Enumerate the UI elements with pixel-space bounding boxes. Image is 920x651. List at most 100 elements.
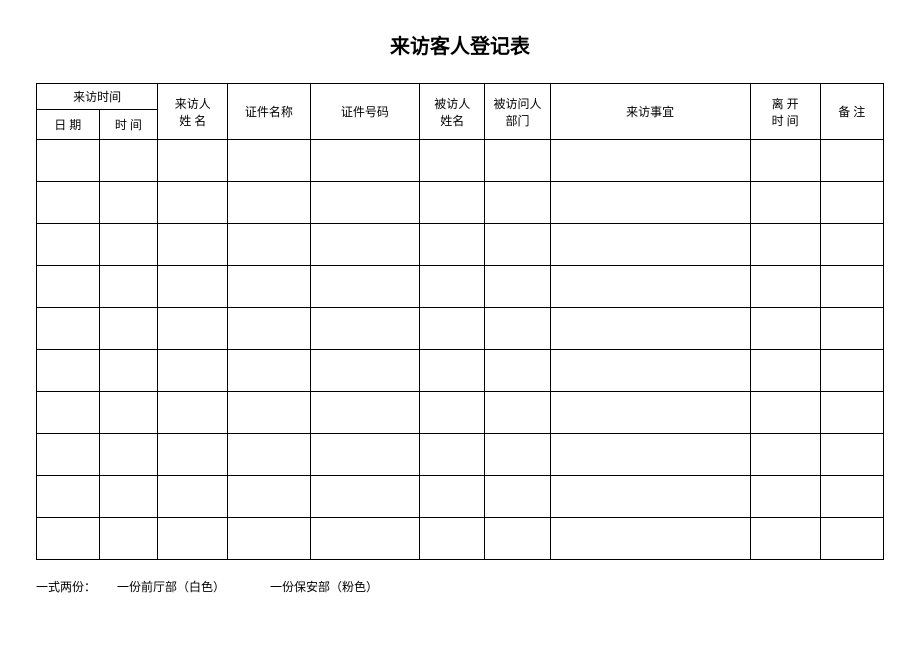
table-cell: [158, 392, 228, 434]
table-cell: [37, 266, 100, 308]
table-cell: [420, 518, 485, 560]
table-cell: [750, 182, 820, 224]
table-cell: [750, 266, 820, 308]
table-cell: [99, 434, 158, 476]
table-cell: [37, 224, 100, 266]
table-cell: [37, 476, 100, 518]
table-cell: [310, 266, 420, 308]
table-cell: [750, 350, 820, 392]
table-cell: [228, 518, 310, 560]
table-cell: [158, 518, 228, 560]
table-cell: [310, 434, 420, 476]
table-cell: [750, 476, 820, 518]
table-cell: [228, 224, 310, 266]
hdr-visited-dept: 被访问人部门: [485, 84, 550, 140]
table-cell: [99, 518, 158, 560]
table-cell: [485, 350, 550, 392]
footer-copy-a: 一份前厅部（白色）: [117, 578, 225, 595]
table-cell: [550, 140, 750, 182]
table-cell: [750, 224, 820, 266]
table-cell: [228, 434, 310, 476]
table-cell: [485, 140, 550, 182]
footer-copy-b: 一份保安部（粉色）: [270, 578, 378, 595]
table-row: [37, 224, 884, 266]
table-cell: [550, 392, 750, 434]
table-cell: [820, 518, 883, 560]
hdr-time: 时 间: [99, 110, 158, 140]
table-cell: [750, 392, 820, 434]
table-cell: [99, 140, 158, 182]
table-cell: [485, 224, 550, 266]
table-cell: [820, 476, 883, 518]
table-row: [37, 266, 884, 308]
footer-note: 一式两份： 一份前厅部（白色） 一份保安部（粉色）: [36, 578, 884, 595]
table-cell: [550, 476, 750, 518]
hdr-remark: 备 注: [820, 84, 883, 140]
table-cell: [37, 392, 100, 434]
table-row: [37, 392, 884, 434]
table-cell: [820, 266, 883, 308]
page-title: 来访客人登记表: [36, 30, 884, 59]
table-cell: [550, 266, 750, 308]
table-cell: [228, 182, 310, 224]
table-row: [37, 434, 884, 476]
table-cell: [820, 224, 883, 266]
table-cell: [485, 476, 550, 518]
table-cell: [228, 392, 310, 434]
hdr-leave-time: 离 开时 间: [750, 84, 820, 140]
table-cell: [420, 224, 485, 266]
table-cell: [485, 308, 550, 350]
table-cell: [37, 308, 100, 350]
table-cell: [99, 224, 158, 266]
hdr-id-number: 证件号码: [310, 84, 420, 140]
table-cell: [158, 224, 228, 266]
table-cell: [485, 434, 550, 476]
table-cell: [750, 140, 820, 182]
table-cell: [228, 140, 310, 182]
table-cell: [750, 308, 820, 350]
table-cell: [420, 434, 485, 476]
table-cell: [228, 350, 310, 392]
table-cell: [37, 140, 100, 182]
table-cell: [158, 140, 228, 182]
table-cell: [37, 518, 100, 560]
table-cell: [485, 392, 550, 434]
table-cell: [820, 182, 883, 224]
table-cell: [158, 266, 228, 308]
table-cell: [228, 266, 310, 308]
table-cell: [158, 308, 228, 350]
table-cell: [550, 308, 750, 350]
table-cell: [228, 308, 310, 350]
table-cell: [99, 392, 158, 434]
table-cell: [37, 350, 100, 392]
table-row: [37, 308, 884, 350]
table-cell: [37, 182, 100, 224]
table-cell: [310, 182, 420, 224]
table-cell: [37, 434, 100, 476]
visitor-register-table: 来访时间 来访人姓 名 证件名称 证件号码 被访人姓名 被访问人部门 来访事宜 …: [36, 83, 884, 560]
hdr-visited-name: 被访人姓名: [420, 84, 485, 140]
footer-label: 一式两份：: [36, 578, 96, 595]
table-body: [37, 140, 884, 560]
table-row: [37, 518, 884, 560]
table-cell: [158, 476, 228, 518]
hdr-id-name: 证件名称: [228, 84, 310, 140]
table-cell: [158, 434, 228, 476]
table-cell: [420, 350, 485, 392]
table-cell: [228, 476, 310, 518]
table-cell: [99, 182, 158, 224]
table-cell: [99, 266, 158, 308]
hdr-date: 日 期: [37, 110, 100, 140]
table-cell: [310, 476, 420, 518]
table-cell: [820, 392, 883, 434]
table-cell: [485, 182, 550, 224]
table-cell: [420, 476, 485, 518]
hdr-visit-time-group: 来访时间: [37, 84, 158, 110]
table-cell: [485, 518, 550, 560]
table-cell: [420, 140, 485, 182]
table-cell: [820, 140, 883, 182]
table-cell: [310, 350, 420, 392]
table-cell: [550, 434, 750, 476]
table-cell: [99, 308, 158, 350]
table-cell: [550, 350, 750, 392]
